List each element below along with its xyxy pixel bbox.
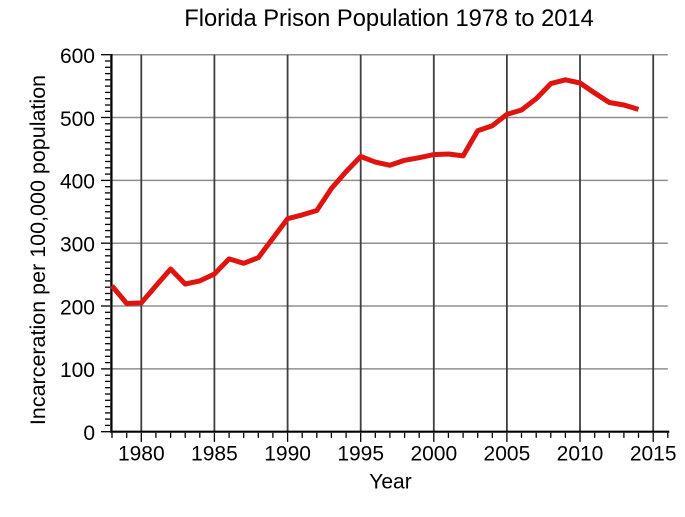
svg-text:300: 300: [60, 234, 95, 257]
svg-text:200: 200: [60, 296, 95, 319]
svg-text:0: 0: [83, 422, 95, 445]
svg-text:Year: Year: [369, 471, 411, 494]
svg-text:400: 400: [60, 171, 95, 194]
svg-text:Incarceration per 100,000 popu: Incarceration per 100,000 population: [26, 75, 50, 425]
svg-text:500: 500: [60, 108, 95, 131]
svg-text:2010: 2010: [557, 442, 604, 465]
svg-text:600: 600: [60, 45, 95, 68]
svg-text:1995: 1995: [337, 442, 384, 465]
svg-text:1990: 1990: [264, 442, 311, 465]
svg-text:2005: 2005: [484, 442, 531, 465]
svg-text:2000: 2000: [410, 442, 457, 465]
svg-text:2015: 2015: [630, 442, 677, 465]
svg-text:100: 100: [60, 359, 95, 382]
svg-text:Florida Prison Population 1978: Florida Prison Population 1978 to 2014: [184, 6, 594, 32]
svg-text:1985: 1985: [191, 442, 238, 465]
svg-text:1980: 1980: [118, 442, 165, 465]
